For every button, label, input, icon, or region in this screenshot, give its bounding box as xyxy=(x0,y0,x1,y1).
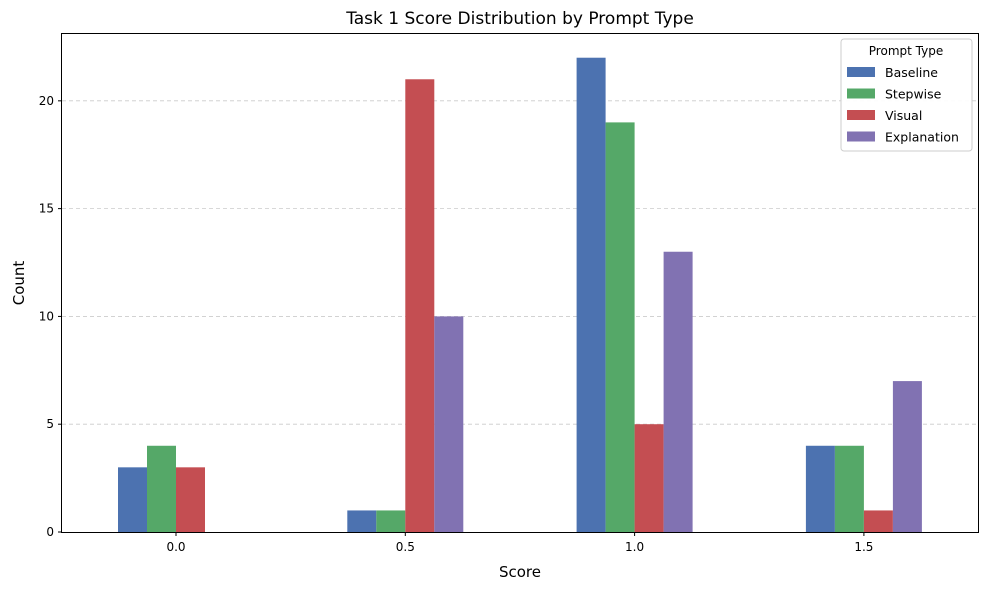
bar-baseline-0.0 xyxy=(118,467,147,532)
bar-explanation-1.0 xyxy=(663,251,693,532)
chart-title: Task 1 Score Distribution by Prompt Type xyxy=(345,9,694,29)
legend-title: Prompt Type xyxy=(869,44,943,58)
legend-label-explanation: Explanation xyxy=(885,130,959,145)
legend-swatch-visual xyxy=(847,110,875,120)
legend-label-stepwise: Stepwise xyxy=(885,87,942,102)
bar-stepwise-0.5 xyxy=(376,510,406,532)
y-axis-label: Count xyxy=(10,261,28,306)
legend-swatch-explanation xyxy=(847,131,875,142)
legend-swatch-baseline xyxy=(847,67,875,77)
y-axis-ticks: 0 5 10 15 20 xyxy=(39,94,62,539)
y-tick-label: 0 xyxy=(46,525,54,539)
x-tick-label: 0.0 xyxy=(166,540,185,554)
x-tick-label: 1.0 xyxy=(625,540,644,554)
bar-stepwise-1.5 xyxy=(834,445,864,532)
y-tick-label: 20 xyxy=(39,94,54,108)
y-tick-label: 5 xyxy=(46,417,54,431)
legend-items: Baseline Stepwise Visual Explanation xyxy=(847,65,959,145)
bar-explanation-0.5 xyxy=(434,316,464,532)
bar-visual-0.5 xyxy=(405,79,435,532)
bar-visual-1.5 xyxy=(863,510,893,532)
legend: Prompt Type Baseline Stepwise Visual Explan… xyxy=(840,38,973,152)
bar-visual-0.0 xyxy=(176,467,205,532)
bar-stepwise-1.0 xyxy=(605,122,635,532)
bar-stepwise-0.0 xyxy=(147,445,176,532)
x-tick-label: 1.5 xyxy=(854,540,873,554)
grid-lines xyxy=(62,100,978,425)
plot-area-frame xyxy=(61,33,979,533)
x-axis-label: Score xyxy=(499,563,541,581)
bar-baseline-0.5 xyxy=(347,510,377,532)
bars xyxy=(118,57,922,532)
legend-label-visual: Visual xyxy=(885,108,922,123)
bar-baseline-1.0 xyxy=(576,57,606,532)
legend-swatch-stepwise xyxy=(847,88,875,99)
bar-visual-1.0 xyxy=(634,424,664,532)
y-tick-label: 10 xyxy=(39,309,54,323)
bar-explanation-1.5 xyxy=(892,381,922,532)
bar-baseline-1.5 xyxy=(805,445,835,532)
x-tick-label: 0.5 xyxy=(396,540,415,554)
x-axis-ticks: 0.0 0.5 1.0 1.5 xyxy=(166,532,873,554)
legend-label-baseline: Baseline xyxy=(885,65,938,80)
y-tick-label: 15 xyxy=(39,202,54,216)
